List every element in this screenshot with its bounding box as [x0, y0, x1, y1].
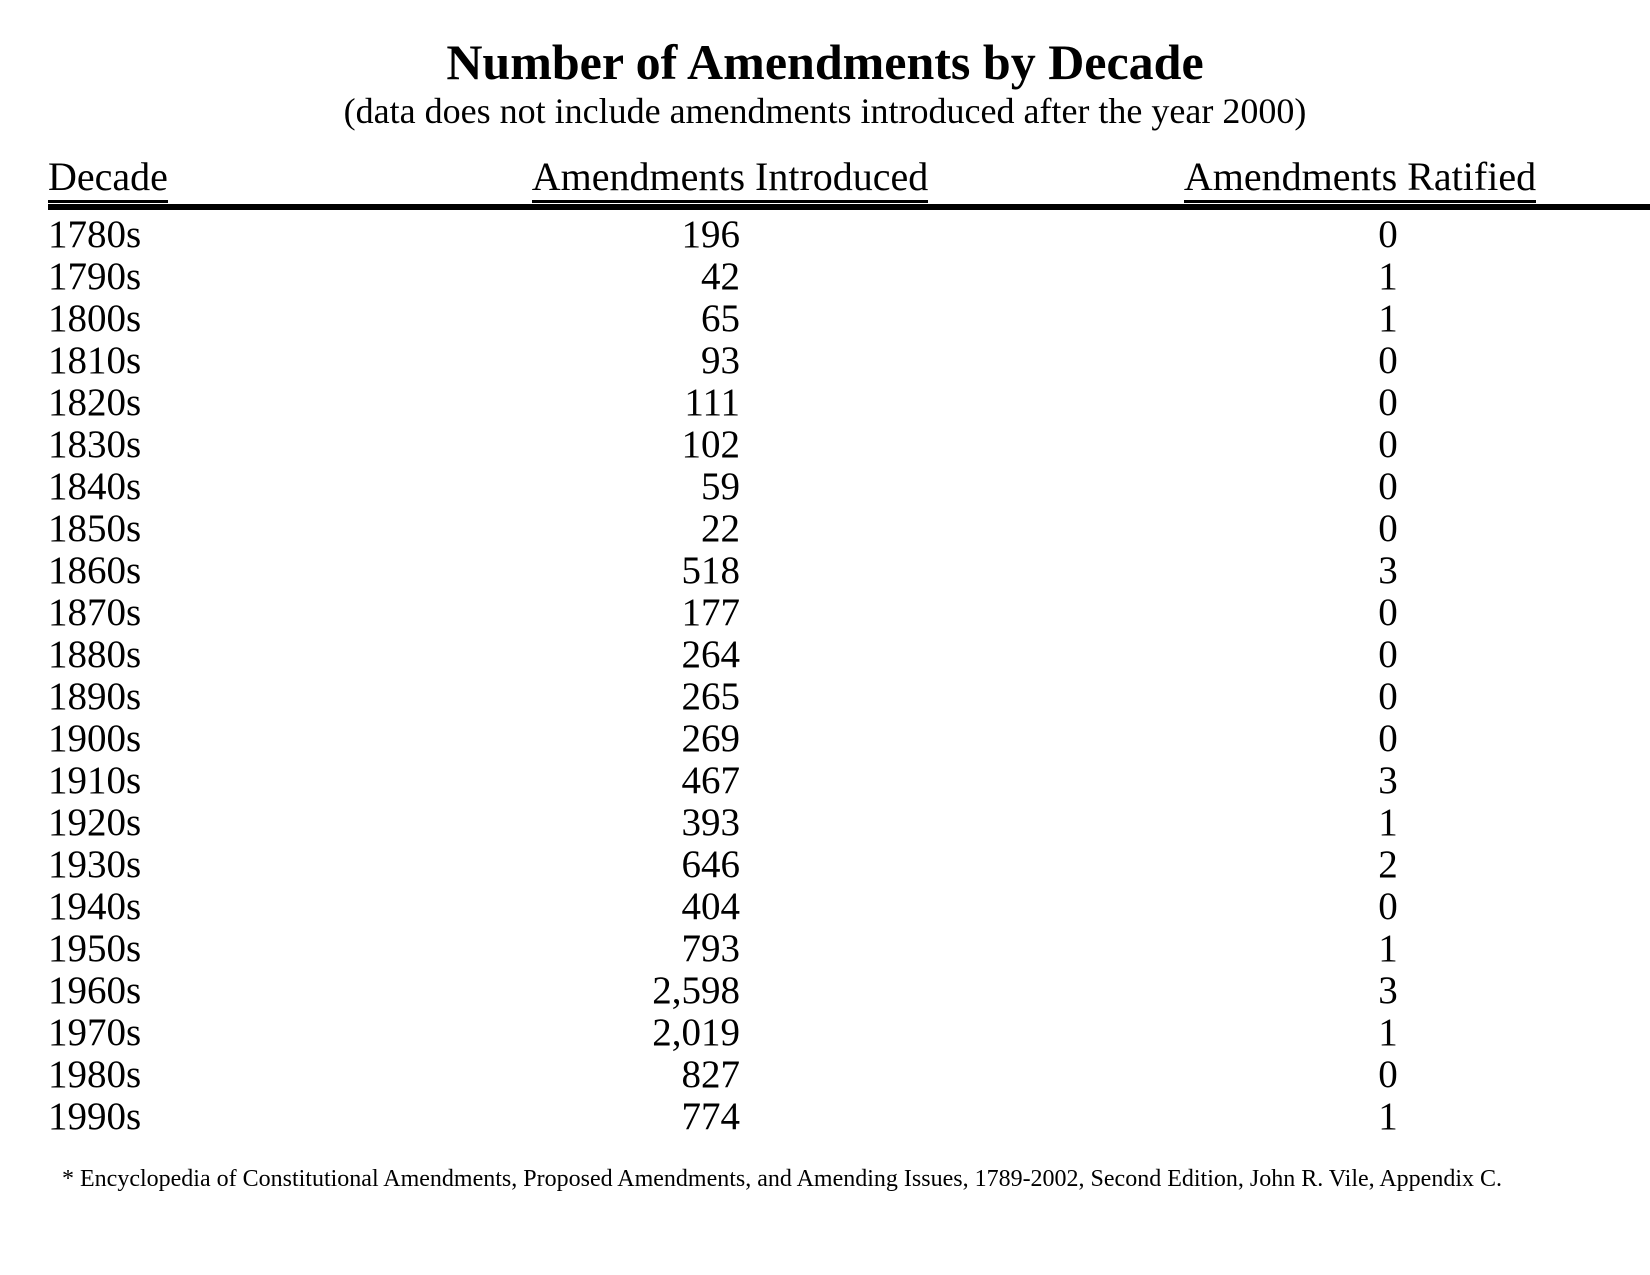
cell-introduced: 269	[681, 717, 741, 761]
cell-ratified: 1	[1378, 1011, 1398, 1055]
cell-ratified: 2	[1378, 843, 1398, 887]
cell-introduced: 467	[681, 759, 741, 803]
column-header-amendments-introduced: Amendments Introduced	[390, 155, 1070, 204]
cell-decade: 1890s	[48, 675, 142, 719]
cell-decade: 1840s	[48, 465, 142, 509]
table-row: 1980s 827 0	[0, 1054, 1650, 1096]
cell-ratified: 0	[1378, 465, 1398, 509]
cell-introduced: 2,019	[652, 1011, 740, 1055]
cell-introduced: 793	[681, 927, 741, 971]
cell-ratified: 0	[1378, 381, 1398, 425]
cell-decade: 1880s	[48, 633, 142, 677]
cell-ratified: 0	[1378, 213, 1398, 257]
cell-decade: 1950s	[48, 927, 142, 971]
cell-decade: 1790s	[48, 255, 142, 299]
table-row: 1920s 393 1	[0, 802, 1650, 844]
cell-ratified: 3	[1378, 759, 1398, 803]
table-row: 1950s 793 1	[0, 928, 1650, 970]
cell-introduced: 2,598	[652, 969, 740, 1013]
cell-introduced: 265	[681, 675, 741, 719]
cell-decade: 1900s	[48, 717, 142, 761]
cell-decade: 1930s	[48, 843, 142, 887]
cell-ratified: 0	[1378, 633, 1398, 677]
cell-introduced: 111	[684, 381, 740, 425]
cell-ratified: 1	[1378, 801, 1398, 845]
cell-introduced: 177	[681, 591, 741, 635]
cell-ratified: 1	[1378, 297, 1398, 341]
table-header-row: Decade Amendments Introduced Amendments …	[0, 155, 1650, 204]
cell-introduced: 22	[701, 507, 740, 551]
cell-decade: 1830s	[48, 423, 142, 467]
table-row: 1780s 196 0	[0, 214, 1650, 256]
cell-ratified: 0	[1378, 507, 1398, 551]
cell-decade: 1800s	[48, 297, 142, 341]
table-row: 1820s 111 0	[0, 382, 1650, 424]
page-title: Number of Amendments by Decade	[446, 34, 1204, 90]
cell-decade: 1910s	[48, 759, 142, 803]
amendments-table: Decade Amendments Introduced Amendments …	[0, 155, 1650, 1138]
table-row: 1830s 102 0	[0, 424, 1650, 466]
cell-decade: 1920s	[48, 801, 142, 845]
cell-ratified: 1	[1378, 927, 1398, 971]
cell-ratified: 0	[1378, 339, 1398, 383]
cell-introduced: 404	[681, 885, 741, 929]
table-row: 1790s 42 1	[0, 256, 1650, 298]
cell-introduced: 196	[681, 213, 741, 257]
table-row: 1890s 265 0	[0, 676, 1650, 718]
page-subtitle: (data does not include amendments introd…	[343, 91, 1307, 131]
cell-introduced: 827	[681, 1053, 741, 1097]
table-row: 1940s 404 0	[0, 886, 1650, 928]
cell-decade: 1870s	[48, 591, 142, 635]
cell-decade: 1850s	[48, 507, 142, 551]
cell-ratified: 0	[1378, 1053, 1398, 1097]
cell-decade: 1780s	[48, 213, 142, 257]
cell-decade: 1860s	[48, 549, 142, 593]
column-header-decade: Decade	[0, 155, 390, 204]
cell-introduced: 264	[681, 633, 741, 677]
cell-decade: 1940s	[48, 885, 142, 929]
cell-ratified: 0	[1378, 423, 1398, 467]
cell-introduced: 518	[681, 549, 741, 593]
cell-introduced: 59	[701, 465, 740, 509]
cell-introduced: 646	[681, 843, 741, 887]
cell-ratified: 1	[1378, 255, 1398, 299]
cell-introduced: 93	[701, 339, 740, 383]
cell-introduced: 393	[681, 801, 741, 845]
table-row: 1840s 59 0	[0, 466, 1650, 508]
cell-decade: 1980s	[48, 1053, 142, 1097]
table-row: 1960s 2,598 3	[0, 970, 1650, 1012]
table-row: 1930s 646 2	[0, 844, 1650, 886]
table-row: 1870s 177 0	[0, 592, 1650, 634]
table-row: 1860s 518 3	[0, 550, 1650, 592]
cell-ratified: 0	[1378, 591, 1398, 635]
table-row: 1990s 774 1	[0, 1096, 1650, 1138]
cell-ratified: 0	[1378, 675, 1398, 719]
cell-decade: 1970s	[48, 1011, 142, 1055]
cell-ratified: 1	[1378, 1095, 1398, 1139]
table-row: 1910s 467 3	[0, 760, 1650, 802]
cell-decade: 1960s	[48, 969, 142, 1013]
table-row: 1800s 65 1	[0, 298, 1650, 340]
header-divider-rule	[48, 204, 1650, 211]
table-row: 1880s 264 0	[0, 634, 1650, 676]
cell-decade: 1990s	[48, 1095, 142, 1139]
cell-introduced: 42	[701, 255, 740, 299]
source-footnote: * Encyclopedia of Constitutional Amendme…	[62, 1166, 1502, 1193]
table-row: 1850s 22 0	[0, 508, 1650, 550]
table-body: 1780s 196 0 1790s 42 1 1800s 65 1 1810s …	[0, 214, 1650, 1138]
cell-ratified: 0	[1378, 717, 1398, 761]
cell-ratified: 0	[1378, 885, 1398, 929]
cell-decade: 1810s	[48, 339, 142, 383]
cell-introduced: 774	[681, 1095, 741, 1139]
cell-ratified: 3	[1378, 549, 1398, 593]
cell-introduced: 102	[681, 423, 741, 467]
cell-decade: 1820s	[48, 381, 142, 425]
cell-ratified: 3	[1378, 969, 1398, 1013]
table-row: 1970s 2,019 1	[0, 1012, 1650, 1054]
table-row: 1810s 93 0	[0, 340, 1650, 382]
column-header-amendments-ratified: Amendments Ratified	[1070, 155, 1650, 204]
cell-introduced: 65	[701, 297, 740, 341]
table-row: 1900s 269 0	[0, 718, 1650, 760]
